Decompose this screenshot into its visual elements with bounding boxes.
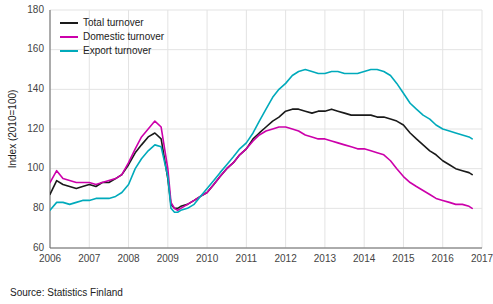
x-axis-line [50, 248, 482, 249]
y-grid-line [50, 89, 482, 90]
legend-swatch [60, 22, 78, 24]
y-tick-label: 80 [33, 202, 45, 213]
x-tick-label: 2007 [78, 253, 101, 264]
y-grid-line [50, 10, 482, 11]
y-tick-label: 60 [33, 242, 45, 253]
x-grid-line [482, 10, 483, 248]
y-grid-line [50, 129, 482, 130]
lines [50, 70, 472, 213]
x-grid-line [285, 10, 286, 248]
x-tick-label: 2013 [314, 253, 337, 264]
x-grid-line [50, 10, 51, 248]
y-grid-line [50, 248, 482, 249]
legend-label: Domestic turnover [83, 31, 165, 42]
source-note: Source: Statistics Finland [10, 287, 123, 298]
y-tick-label: 100 [27, 162, 44, 173]
x-grid-line [403, 10, 404, 248]
y-axis-line [50, 10, 51, 248]
series-line [50, 109, 472, 208]
x-tick-label: 2015 [392, 253, 415, 264]
chart: 60 80 100 120 140 160 180 2006 2007 2008 2009 2010 2… [0, 0, 493, 304]
legend-label: Total turnover [83, 17, 144, 28]
x-grid-line [207, 10, 208, 248]
x-tick-label: 2016 [432, 253, 455, 264]
legend-label: Export turnover [83, 45, 152, 56]
axes: 60 80 100 120 140 160 180 2006 2007 2008 2009 2010 2… [7, 4, 493, 264]
legend-swatch [60, 36, 78, 38]
x-tick-label: 2014 [353, 253, 376, 264]
y-tick-label: 140 [27, 83, 44, 94]
x-tick-label: 2006 [39, 253, 62, 264]
legend: Total turnover Domestic turnover Export tu… [60, 17, 165, 56]
y-grid-line [50, 168, 482, 169]
series-line [50, 70, 472, 213]
chart-container: 60 80 100 120 140 160 180 2006 2007 2008 2009 2010 2… [0, 0, 493, 304]
x-grid-line [246, 10, 247, 248]
y-tick-label: 160 [27, 43, 44, 54]
x-grid-line [167, 10, 168, 248]
x-tick-label: 2009 [157, 253, 180, 264]
y-tick-label: 120 [27, 123, 44, 134]
x-tick-label: 2008 [117, 253, 140, 264]
x-grid-line [364, 10, 365, 248]
legend-swatch [60, 50, 78, 52]
x-tick-label: 2017 [471, 253, 493, 264]
y-axis-label: Index (2010=100) [7, 90, 18, 169]
x-tick-label: 2011 [236, 253, 258, 264]
y-grid-line [50, 208, 482, 209]
x-grid-line [324, 10, 325, 248]
grid [50, 10, 482, 248]
y-tick-label: 180 [27, 4, 44, 15]
x-tick-label: 2012 [275, 253, 298, 264]
x-tick-label: 2010 [196, 253, 219, 264]
